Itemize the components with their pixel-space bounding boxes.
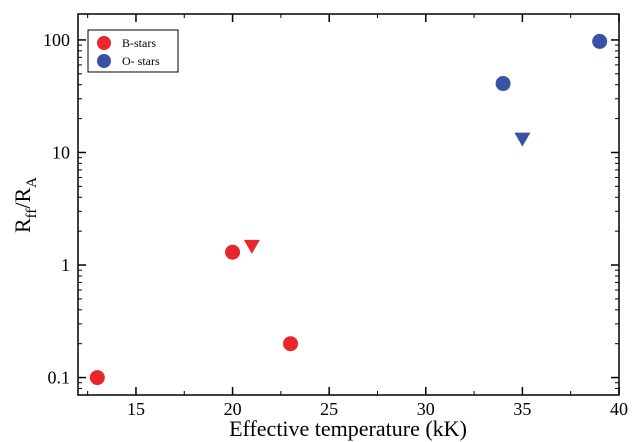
- legend: B-stars O- stars: [87, 29, 179, 73]
- y-tick-label: 100: [43, 30, 70, 50]
- plot-frame: [77, 13, 620, 396]
- x-tick-label: 35: [513, 399, 531, 419]
- x-tick-label: 30: [417, 399, 435, 419]
- y-axis-title: Rff/RA: [10, 177, 40, 233]
- y-tick-label: 10: [52, 142, 70, 162]
- data-point-o-stars: [495, 76, 511, 92]
- data-point-b-stars: [89, 370, 105, 386]
- legend-label-o-stars: O- stars: [122, 54, 160, 68]
- y-axis-title-mid: /R: [10, 187, 35, 208]
- legend-marker-o-stars: [97, 54, 111, 68]
- data-point-b-stars: [243, 239, 260, 254]
- x-tick-label: 15: [127, 399, 145, 419]
- y-tick-label: 1: [61, 255, 70, 275]
- axis-ticks: 15 20 25 30 35 40 0.1 1 10 100: [43, 14, 628, 419]
- data-point-b-stars: [225, 244, 241, 260]
- data-point-b-stars: [283, 336, 299, 352]
- y-axis-title-sub2: A: [24, 177, 40, 188]
- data-points: [89, 33, 608, 386]
- x-tick-label: 40: [610, 399, 628, 419]
- x-tick-label: 20: [224, 399, 242, 419]
- y-axis-title-main: R: [10, 218, 35, 233]
- x-axis-title: Effective temperature (kK): [229, 416, 467, 441]
- legend-marker-b-stars: [97, 36, 111, 50]
- y-tick-label: 0.1: [48, 368, 71, 388]
- y-axis-title-sub1: ff: [24, 209, 40, 219]
- data-point-o-stars: [592, 33, 608, 49]
- x-tick-label: 25: [320, 399, 338, 419]
- data-point-o-stars: [514, 132, 531, 147]
- legend-label-b-stars: B-stars: [122, 36, 156, 50]
